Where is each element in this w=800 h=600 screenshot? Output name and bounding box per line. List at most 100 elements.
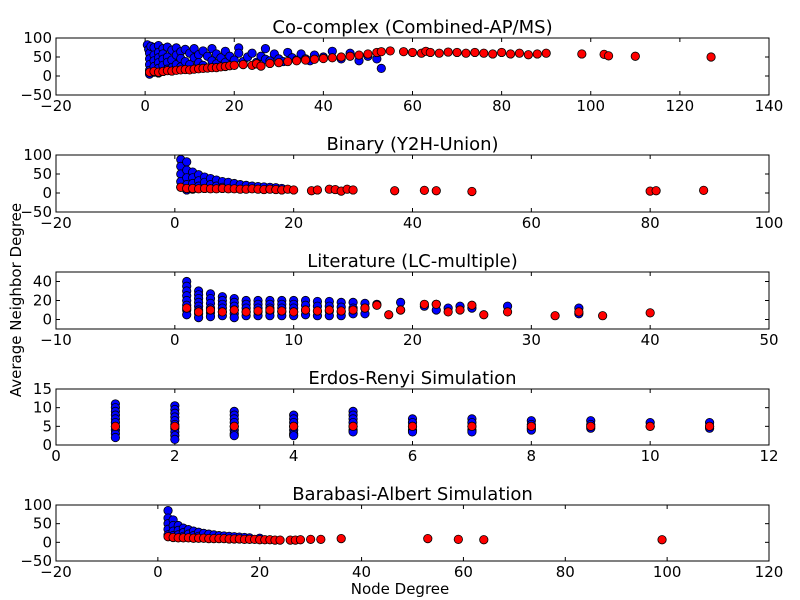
red-point	[479, 48, 489, 58]
red-point	[699, 185, 709, 195]
red-point	[363, 49, 373, 59]
x-tick-label: −10	[40, 331, 72, 349]
red-point	[110, 421, 121, 431]
red-point	[306, 534, 316, 544]
red-point	[229, 421, 239, 431]
x-tick-label: 12	[759, 447, 778, 465]
y-tick-label: −50	[20, 86, 52, 104]
red-point	[550, 311, 560, 321]
blue-point	[247, 48, 257, 58]
y-tick-label: −50	[20, 203, 52, 221]
plot-frame	[55, 271, 770, 330]
subplot-co-complex: Co-complex (Combined-AP/MS) −20 0 20 40 60 80…	[20, 17, 783, 115]
red-point	[425, 47, 435, 58]
red-point	[372, 300, 382, 310]
plot-frame	[55, 154, 770, 213]
plot-frame	[55, 37, 770, 96]
red-point	[443, 307, 453, 317]
subplot-barabasi-albert: Barabasi-Albert Simulation −20 0 20 40 60 80 1…	[20, 484, 783, 581]
red-point	[275, 535, 285, 545]
red-point	[396, 305, 406, 315]
red-point	[336, 52, 346, 62]
x-tick-label: 0	[140, 97, 150, 115]
x-tick-label: 140	[755, 97, 784, 115]
blue-point	[229, 312, 239, 323]
y-tick-label: 0	[42, 533, 52, 551]
red-point	[398, 47, 409, 57]
red-point	[467, 186, 477, 197]
red-point	[289, 185, 299, 195]
red-point	[336, 533, 346, 544]
red-point	[431, 186, 441, 196]
red-point	[309, 54, 320, 64]
blue-point	[376, 63, 386, 74]
x-tick-label: −20	[40, 97, 72, 115]
red-point	[385, 46, 395, 56]
plot-frame	[55, 388, 770, 446]
red-point	[574, 307, 584, 317]
y-tick-label: 40	[33, 273, 52, 291]
red-point	[283, 56, 293, 67]
red-point	[514, 48, 525, 58]
red-point	[390, 186, 400, 196]
red-point	[423, 533, 433, 544]
data-points	[110, 399, 715, 444]
red-point	[419, 299, 429, 309]
y-tick-label: 0	[42, 311, 52, 329]
x-tick-label: 0	[51, 447, 61, 465]
red-point	[523, 50, 533, 60]
x-tick-label: 80	[492, 97, 511, 115]
red-point	[312, 185, 323, 195]
plot-frame	[55, 504, 770, 562]
x-tick-label: 0	[170, 331, 180, 349]
red-point	[577, 49, 587, 59]
red-point	[541, 48, 551, 58]
red-point	[316, 534, 326, 544]
blue-point	[396, 297, 406, 307]
y-tick-label: 15	[33, 380, 52, 398]
x-tick-label: 100	[755, 214, 784, 232]
x-tick-label: 40	[314, 97, 333, 115]
y-tick-label: 0	[42, 67, 52, 85]
red-point	[241, 307, 251, 317]
x-tick-label: 10	[284, 331, 303, 349]
red-point	[376, 47, 386, 57]
blue-point	[234, 48, 244, 58]
red-point	[502, 307, 513, 317]
red-point	[205, 305, 216, 315]
red-point	[630, 51, 640, 61]
red-point	[455, 305, 465, 315]
red-point	[586, 421, 596, 431]
red-point	[603, 51, 614, 61]
red-point	[354, 50, 364, 60]
red-point	[431, 299, 441, 309]
red-point	[348, 305, 358, 315]
red-point	[470, 47, 480, 58]
x-tick-label: −20	[40, 563, 72, 581]
red-point	[526, 421, 536, 431]
x-tick-label: 100	[576, 97, 605, 115]
red-point	[453, 534, 463, 544]
red-point	[229, 305, 239, 315]
red-point	[645, 308, 655, 318]
y-tick-label: 20	[33, 292, 52, 310]
subplot-binary: Binary (Y2H-Union) −20 0 20 40 60 80 100−50050…	[20, 134, 783, 232]
x-tick-label: 20	[225, 97, 244, 115]
x-tick-label: 120	[755, 563, 784, 581]
red-point	[289, 307, 299, 317]
red-point	[452, 47, 462, 58]
data-points	[142, 40, 716, 79]
red-point	[479, 310, 489, 320]
red-point	[345, 51, 355, 61]
red-point	[300, 305, 311, 315]
x-tick-label: 20	[284, 214, 303, 232]
red-point	[348, 421, 358, 431]
red-point	[256, 61, 266, 71]
blue-point	[189, 44, 199, 54]
x-tick-label: 60	[522, 214, 541, 232]
y-tick-label: 100	[23, 496, 52, 514]
red-point	[532, 49, 542, 59]
red-point	[467, 421, 477, 431]
red-point	[336, 306, 346, 316]
